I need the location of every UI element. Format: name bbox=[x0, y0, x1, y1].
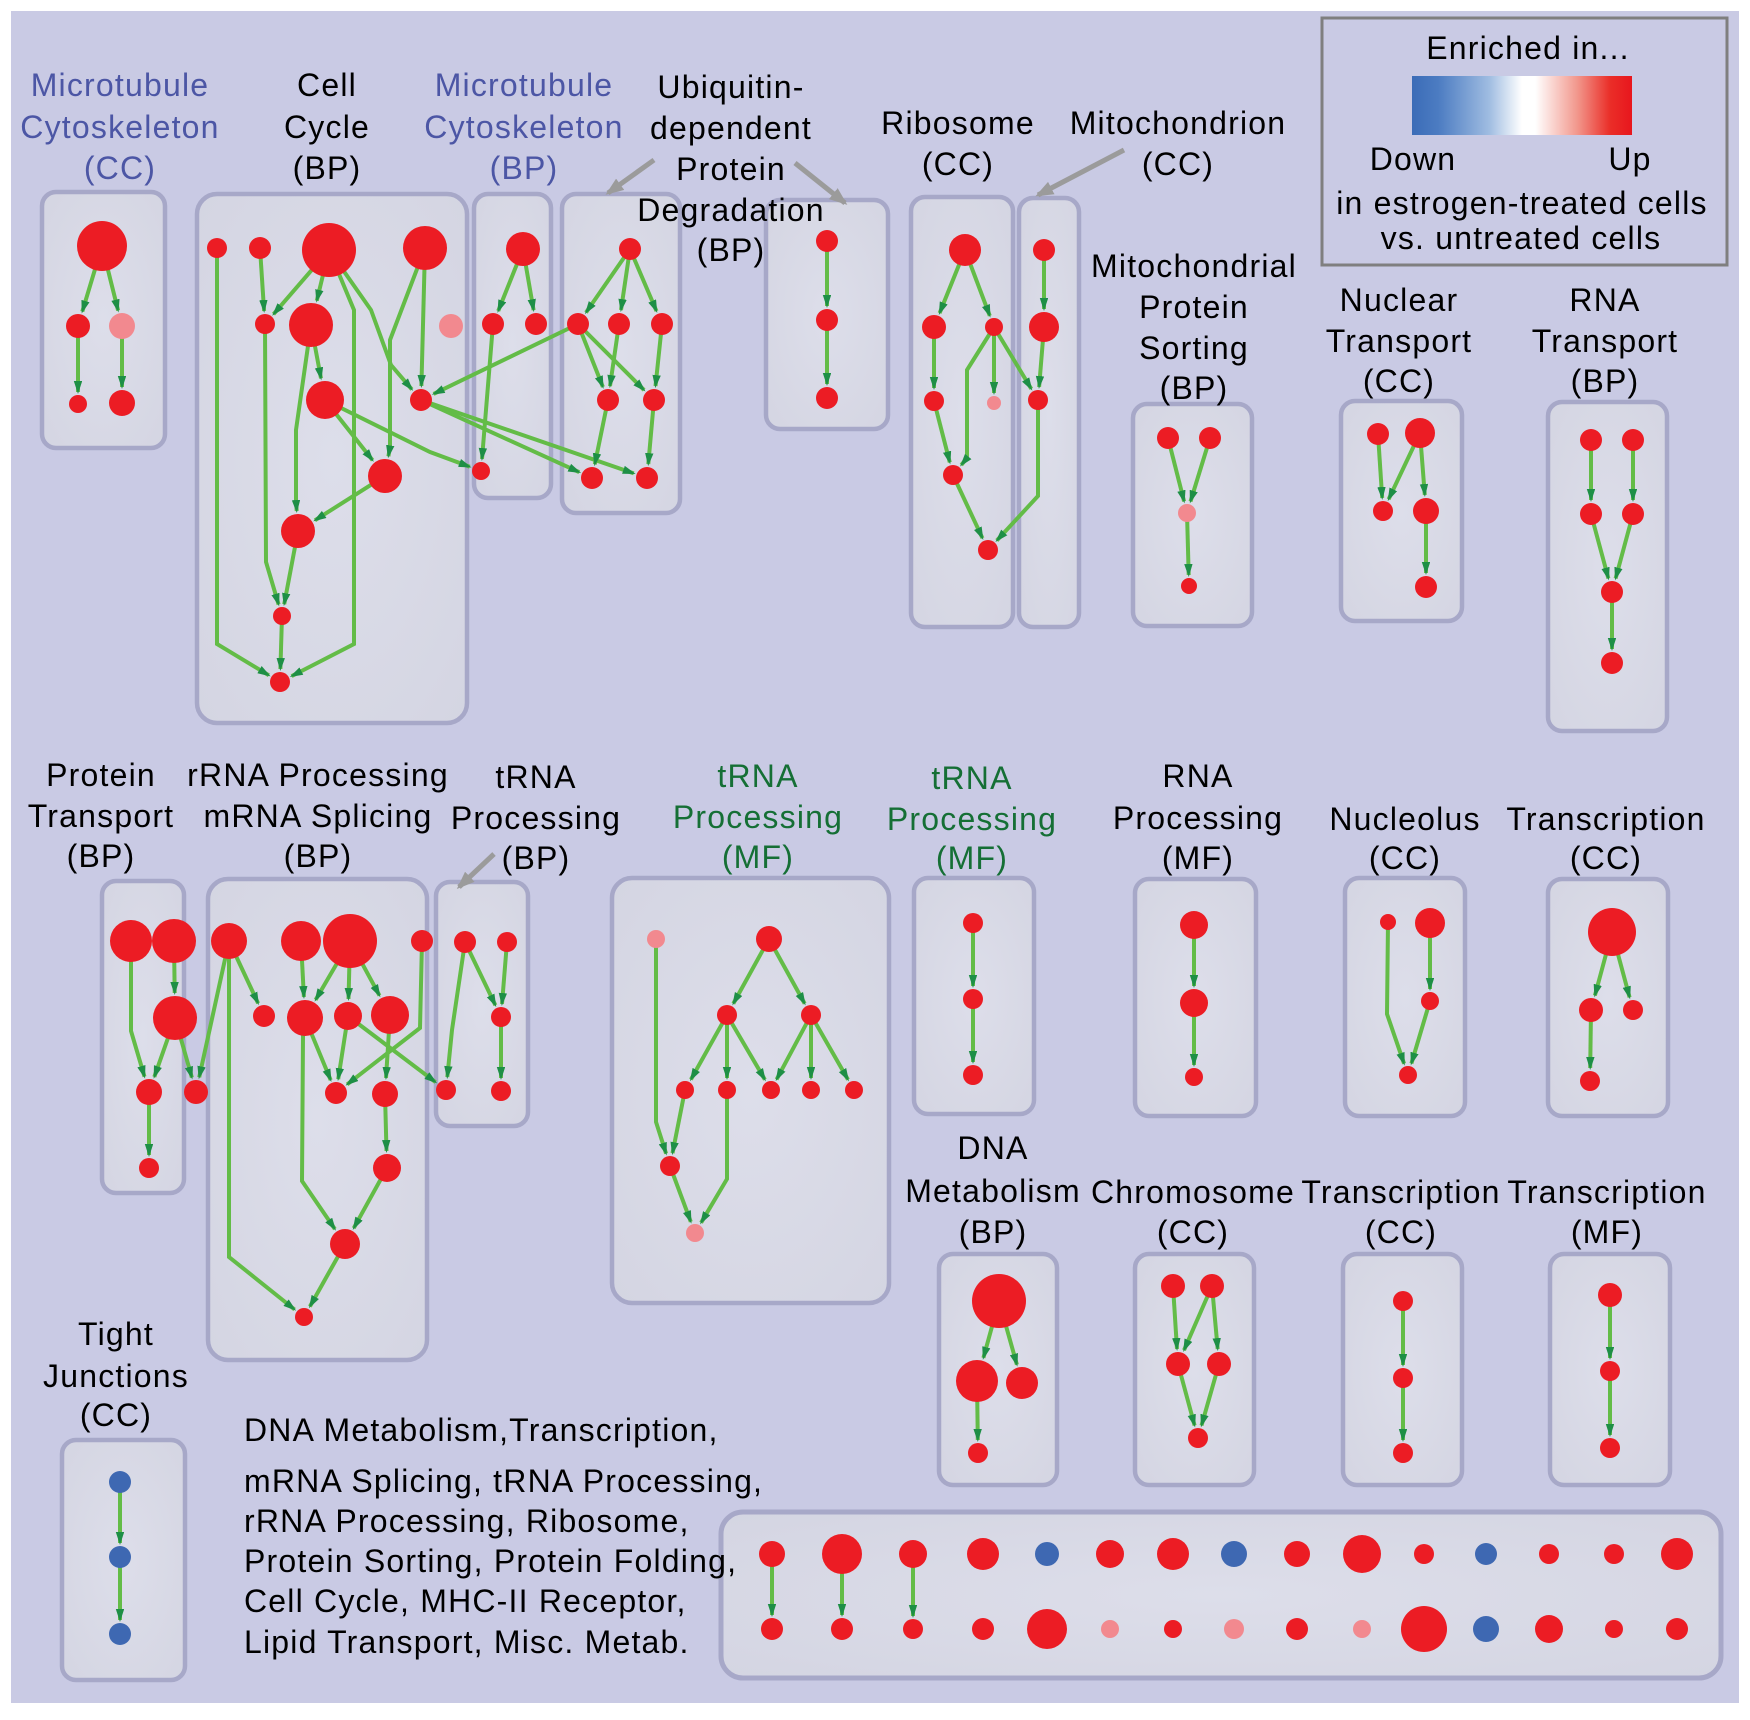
svg-text:Microtubule: Microtubule bbox=[435, 67, 614, 103]
svg-text:Enriched in...: Enriched in... bbox=[1426, 30, 1630, 66]
svg-text:tRNA: tRNA bbox=[495, 759, 576, 795]
svg-text:Protein: Protein bbox=[46, 757, 156, 793]
svg-text:Sorting: Sorting bbox=[1139, 330, 1249, 366]
svg-text:vs. untreated cells: vs. untreated cells bbox=[1381, 220, 1662, 256]
svg-text:Cell Cycle, MHC-II Receptor,: Cell Cycle, MHC-II Receptor, bbox=[244, 1583, 687, 1619]
svg-text:rRNA Processing: rRNA Processing bbox=[187, 757, 449, 793]
svg-text:(BP): (BP) bbox=[490, 150, 559, 186]
svg-text:Mitochondrial: Mitochondrial bbox=[1091, 248, 1297, 284]
svg-text:rRNA Processing, Ribosome,: rRNA Processing, Ribosome, bbox=[244, 1503, 690, 1539]
svg-text:Mitochondrion: Mitochondrion bbox=[1070, 105, 1287, 141]
svg-text:(BP): (BP) bbox=[1571, 363, 1640, 399]
svg-text:Transport: Transport bbox=[1326, 323, 1473, 359]
svg-text:(MF): (MF) bbox=[1571, 1214, 1643, 1250]
svg-text:Protein: Protein bbox=[676, 151, 786, 187]
svg-text:DNA: DNA bbox=[957, 1130, 1028, 1166]
svg-text:Degradation: Degradation bbox=[637, 192, 825, 228]
svg-text:mRNA Splicing: mRNA Splicing bbox=[203, 798, 432, 834]
svg-text:Transport: Transport bbox=[28, 798, 175, 834]
svg-text:Cell: Cell bbox=[297, 67, 357, 103]
svg-text:mRNA Splicing, tRNA Processing: mRNA Splicing, tRNA Processing, bbox=[244, 1463, 763, 1499]
svg-text:Cytoskeleton: Cytoskeleton bbox=[20, 109, 219, 145]
svg-text:(MF): (MF) bbox=[1162, 840, 1234, 876]
svg-text:Processing: Processing bbox=[1113, 800, 1283, 836]
svg-text:Lipid Transport, Misc. Metab.: Lipid Transport, Misc. Metab. bbox=[244, 1624, 690, 1660]
svg-text:(CC): (CC) bbox=[1157, 1214, 1229, 1250]
svg-text:Processing: Processing bbox=[673, 799, 843, 835]
svg-text:RNA: RNA bbox=[1162, 758, 1233, 794]
svg-text:DNA Metabolism,Transcription,: DNA Metabolism,Transcription, bbox=[244, 1412, 719, 1448]
svg-text:(MF): (MF) bbox=[936, 840, 1008, 876]
svg-text:Up: Up bbox=[1608, 141, 1651, 177]
svg-text:(CC): (CC) bbox=[1363, 363, 1435, 399]
svg-text:Protein Sorting, Protein Foldi: Protein Sorting, Protein Folding, bbox=[244, 1543, 737, 1579]
svg-text:RNA: RNA bbox=[1569, 282, 1640, 318]
svg-text:Transcription: Transcription bbox=[1301, 1174, 1500, 1210]
svg-text:(CC): (CC) bbox=[1369, 840, 1441, 876]
svg-text:(CC): (CC) bbox=[922, 146, 994, 182]
svg-text:(CC): (CC) bbox=[80, 1397, 152, 1433]
svg-text:Cytoskeleton: Cytoskeleton bbox=[424, 109, 623, 145]
svg-text:(BP): (BP) bbox=[502, 840, 571, 876]
svg-text:Chromosome: Chromosome bbox=[1091, 1174, 1295, 1210]
svg-text:Ubiquitin-: Ubiquitin- bbox=[657, 69, 804, 105]
svg-text:dependent: dependent bbox=[650, 110, 812, 146]
svg-text:Nucleolus: Nucleolus bbox=[1329, 801, 1480, 837]
svg-text:Transcription: Transcription bbox=[1507, 1174, 1706, 1210]
svg-text:Cycle: Cycle bbox=[284, 109, 370, 145]
svg-text:Processing: Processing bbox=[451, 800, 621, 836]
svg-text:Metabolism: Metabolism bbox=[905, 1173, 1081, 1209]
svg-text:(BP): (BP) bbox=[284, 838, 353, 874]
svg-text:(BP): (BP) bbox=[697, 232, 766, 268]
svg-text:(CC): (CC) bbox=[1570, 840, 1642, 876]
svg-text:(MF): (MF) bbox=[722, 839, 794, 875]
svg-text:(CC): (CC) bbox=[1142, 146, 1214, 182]
svg-text:Protein: Protein bbox=[1139, 289, 1249, 325]
svg-text:Transport: Transport bbox=[1532, 323, 1679, 359]
svg-text:Microtubule: Microtubule bbox=[31, 67, 210, 103]
svg-text:(BP): (BP) bbox=[293, 150, 362, 186]
svg-text:(CC): (CC) bbox=[84, 150, 156, 186]
svg-text:(BP): (BP) bbox=[959, 1214, 1028, 1250]
svg-text:Transcription: Transcription bbox=[1506, 801, 1705, 837]
svg-text:Down: Down bbox=[1370, 141, 1457, 177]
svg-text:Processing: Processing bbox=[887, 801, 1057, 837]
svg-text:Junctions: Junctions bbox=[43, 1358, 189, 1394]
svg-text:in estrogen-treated cells: in estrogen-treated cells bbox=[1336, 185, 1708, 221]
svg-text:Tight: Tight bbox=[78, 1316, 154, 1352]
svg-text:tRNA: tRNA bbox=[931, 760, 1012, 796]
svg-text:tRNA: tRNA bbox=[717, 758, 798, 794]
svg-text:Ribosome: Ribosome bbox=[881, 105, 1035, 141]
svg-text:Nuclear: Nuclear bbox=[1340, 282, 1459, 318]
svg-text:(CC): (CC) bbox=[1365, 1214, 1437, 1250]
svg-text:(BP): (BP) bbox=[1160, 370, 1229, 406]
svg-text:(BP): (BP) bbox=[67, 838, 136, 874]
